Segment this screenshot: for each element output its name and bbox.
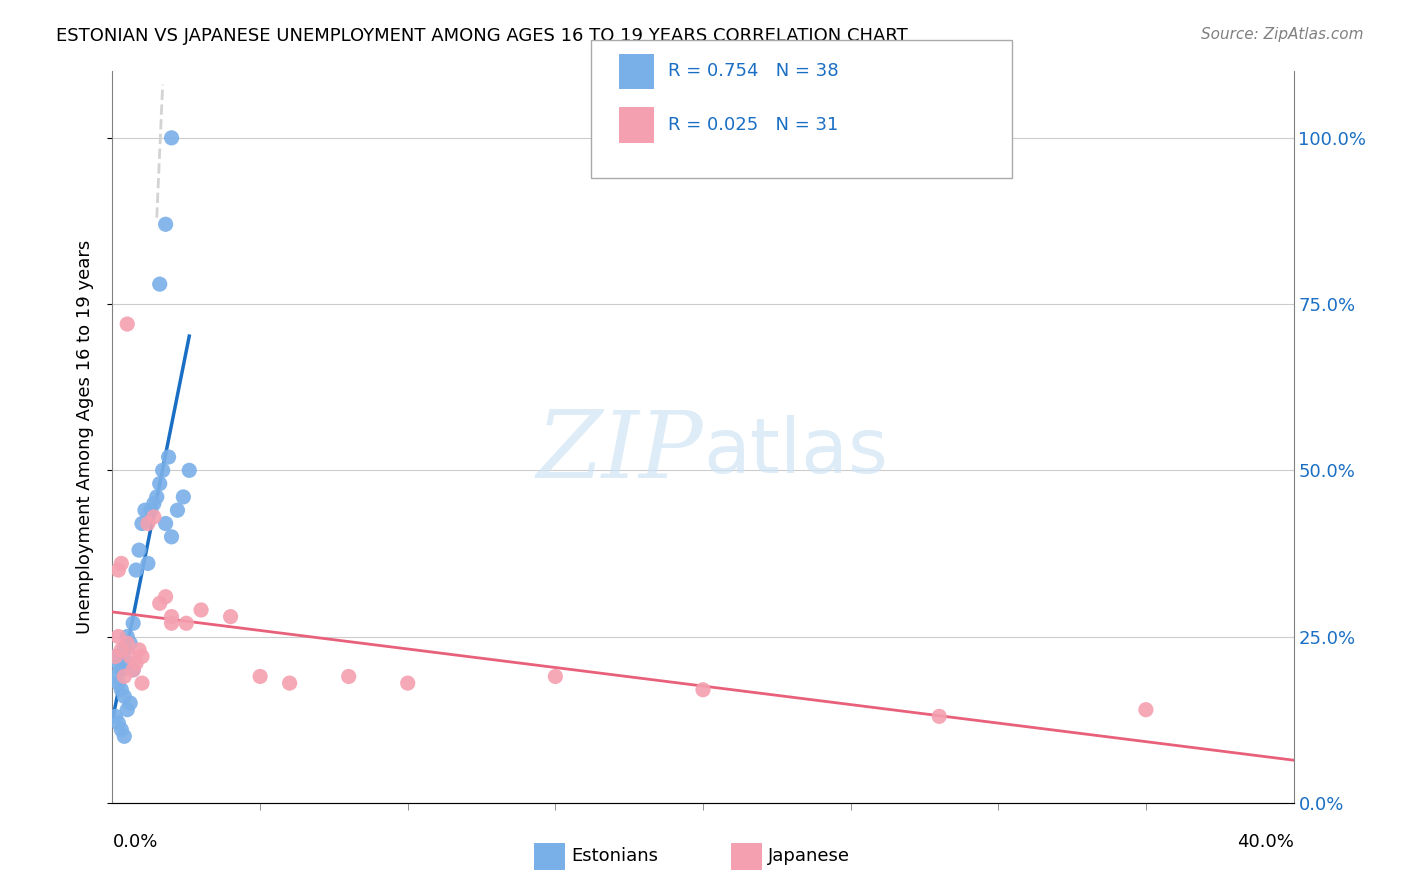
Text: Source: ZipAtlas.com: Source: ZipAtlas.com bbox=[1201, 27, 1364, 42]
Point bbox=[131, 649, 153, 664]
Point bbox=[117, 630, 138, 644]
Text: R = 0.025   N = 31: R = 0.025 N = 31 bbox=[668, 116, 838, 134]
Point bbox=[112, 669, 135, 683]
Point bbox=[179, 463, 201, 477]
Point bbox=[190, 603, 212, 617]
Point bbox=[110, 557, 132, 571]
Point bbox=[149, 476, 172, 491]
Y-axis label: Unemployment Among Ages 16 to 19 years: Unemployment Among Ages 16 to 19 years bbox=[76, 240, 94, 634]
Point bbox=[278, 676, 301, 690]
Point bbox=[112, 729, 135, 743]
Point bbox=[110, 682, 132, 697]
Point bbox=[692, 682, 714, 697]
Point bbox=[160, 609, 183, 624]
Point bbox=[166, 503, 188, 517]
Point bbox=[152, 463, 174, 477]
Point bbox=[112, 690, 135, 704]
Point bbox=[117, 317, 138, 331]
Point bbox=[125, 656, 148, 670]
Point bbox=[139, 503, 162, 517]
Point bbox=[155, 516, 177, 531]
Point bbox=[122, 663, 145, 677]
Point bbox=[544, 669, 567, 683]
Text: R = 0.754   N = 38: R = 0.754 N = 38 bbox=[668, 62, 838, 80]
Text: ESTONIAN VS JAPANESE UNEMPLOYMENT AMONG AGES 16 TO 19 YEARS CORRELATION CHART: ESTONIAN VS JAPANESE UNEMPLOYMENT AMONG … bbox=[56, 27, 908, 45]
Point bbox=[107, 630, 129, 644]
Text: Japanese: Japanese bbox=[768, 847, 849, 865]
Point bbox=[142, 509, 165, 524]
Point bbox=[107, 676, 129, 690]
Point bbox=[157, 450, 180, 464]
Point bbox=[155, 590, 177, 604]
Point bbox=[120, 696, 142, 710]
Point bbox=[104, 649, 127, 664]
Point bbox=[112, 643, 135, 657]
Point bbox=[160, 616, 183, 631]
Point bbox=[149, 596, 172, 610]
Point bbox=[110, 643, 132, 657]
Point bbox=[122, 616, 145, 631]
Point bbox=[142, 497, 165, 511]
Text: 40.0%: 40.0% bbox=[1237, 833, 1294, 851]
Point bbox=[146, 490, 169, 504]
Point bbox=[120, 636, 142, 650]
Point bbox=[128, 543, 150, 558]
Point bbox=[107, 656, 129, 670]
Point bbox=[104, 669, 127, 683]
Point bbox=[174, 616, 197, 631]
Point bbox=[160, 530, 183, 544]
Point bbox=[117, 656, 138, 670]
Point bbox=[125, 563, 148, 577]
Point bbox=[128, 643, 150, 657]
Point bbox=[131, 516, 153, 531]
Point bbox=[160, 131, 183, 145]
Text: Estonians: Estonians bbox=[571, 847, 658, 865]
Point bbox=[110, 663, 132, 677]
Point bbox=[117, 703, 138, 717]
Point bbox=[131, 676, 153, 690]
Point bbox=[172, 490, 194, 504]
Text: ZIP: ZIP bbox=[536, 407, 703, 497]
Point bbox=[136, 557, 159, 571]
Point bbox=[104, 649, 127, 664]
Point bbox=[107, 716, 129, 731]
Point bbox=[337, 669, 360, 683]
Point bbox=[117, 636, 138, 650]
Point bbox=[219, 609, 242, 624]
Point bbox=[928, 709, 950, 723]
Text: 0.0%: 0.0% bbox=[112, 833, 157, 851]
Point bbox=[249, 669, 271, 683]
Point bbox=[122, 663, 145, 677]
Text: atlas: atlas bbox=[703, 415, 887, 489]
Point bbox=[120, 649, 142, 664]
Point bbox=[136, 516, 159, 531]
Point bbox=[155, 217, 177, 231]
Point bbox=[134, 503, 156, 517]
Point bbox=[396, 676, 419, 690]
Point bbox=[107, 563, 129, 577]
Point bbox=[149, 277, 172, 292]
Point bbox=[110, 723, 132, 737]
Point bbox=[1135, 703, 1157, 717]
Point bbox=[104, 709, 127, 723]
